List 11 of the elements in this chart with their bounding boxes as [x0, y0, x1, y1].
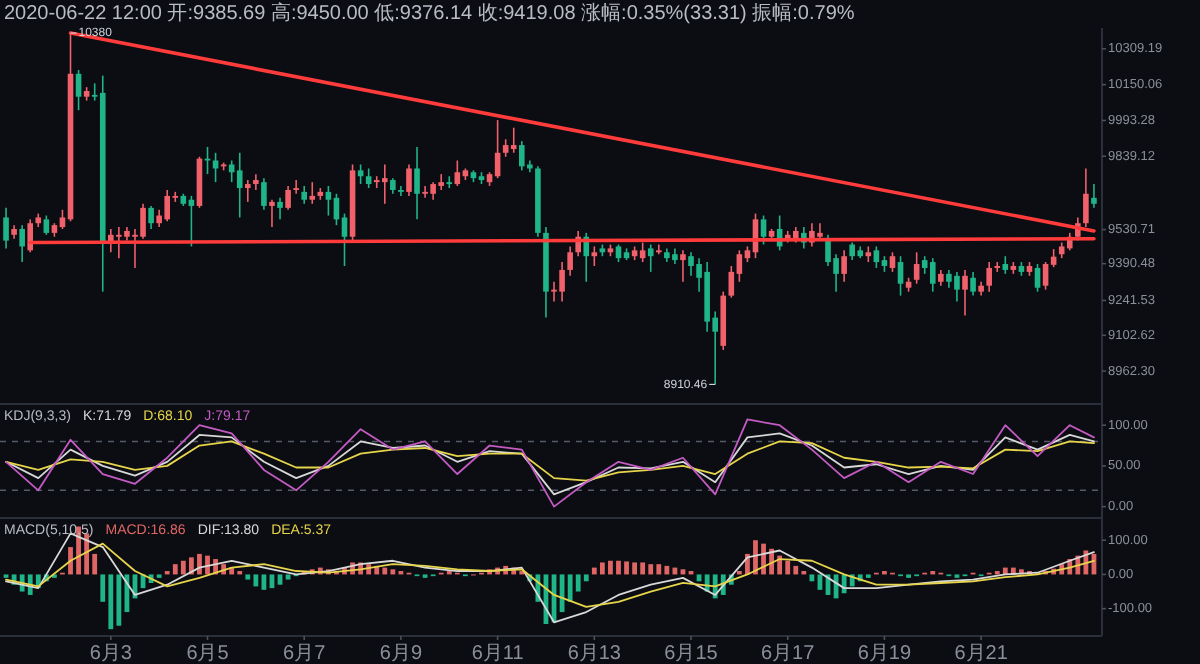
x-tick-label: 6月3: [89, 642, 133, 664]
x-tick-label: 6月17: [761, 642, 816, 664]
x-tick-label: 6月5: [186, 642, 230, 664]
x-tick-label: 6月11: [471, 642, 525, 664]
chart-title: 2020-06-22 12:00 开:9385.69 高:9450.00 低:9376.14 收:9419.08 涨幅:0.35%(33.31) 振幅:0.79%: [4, 1, 855, 26]
x-tick-label: 6月7: [283, 642, 327, 664]
x-tick-label: 6月15: [664, 642, 719, 664]
x-tick-label: 6月21: [954, 642, 1009, 664]
x-tick-label: 6月19: [857, 642, 912, 664]
x-tick-label: 6月13: [567, 642, 622, 664]
x-tick-label: 6月9: [379, 642, 423, 664]
